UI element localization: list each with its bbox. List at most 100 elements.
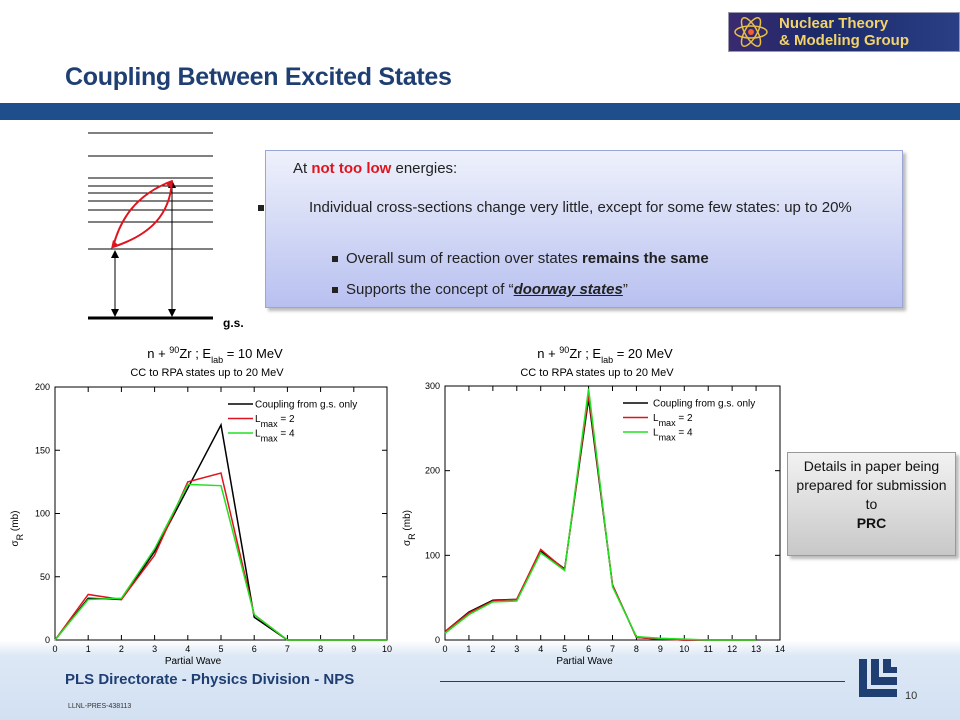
x-tick-label: 3 bbox=[152, 644, 157, 654]
text-piece: L bbox=[255, 414, 261, 425]
x-tick-label: 11 bbox=[704, 644, 713, 654]
y-tick-label: 200 bbox=[425, 466, 440, 476]
x-tick-label: 10 bbox=[679, 644, 689, 654]
text: At bbox=[293, 160, 312, 177]
x-tick-label: 9 bbox=[351, 644, 356, 654]
text-piece: = 10 MeV bbox=[223, 346, 283, 361]
x-tick-label: 5 bbox=[562, 644, 567, 654]
x-tick-label: 3 bbox=[514, 644, 519, 654]
text-piece: Coupling from g.s. only bbox=[653, 399, 755, 410]
series-line bbox=[444, 398, 757, 641]
y-tick-label: 100 bbox=[425, 550, 440, 560]
x-tick-label: 0 bbox=[52, 644, 57, 654]
text-piece: 90 bbox=[559, 345, 569, 355]
logo-line: & Modeling Group bbox=[779, 32, 909, 49]
side-note: Details in paper being prepared for subm… bbox=[787, 452, 956, 556]
lab-logo bbox=[859, 659, 897, 697]
ground-label: g.s. bbox=[223, 316, 244, 330]
text: Supports the concept of “ bbox=[346, 281, 514, 298]
footer-rule bbox=[440, 681, 845, 682]
chart-subtitle: CC to RPA states up to 20 MeV bbox=[520, 367, 674, 379]
x-axis-label: Partial Wave bbox=[165, 656, 222, 667]
legend-label: Lmax = 2 bbox=[653, 413, 693, 428]
bullet: Overall sum of reaction over states rema… bbox=[332, 248, 709, 270]
x-tick-label: 4 bbox=[538, 644, 543, 654]
note-text: Details in paper being prepared for subm… bbox=[796, 458, 947, 512]
logo-line: Nuclear Theory bbox=[779, 15, 889, 32]
text-piece: σ bbox=[402, 539, 413, 546]
x-tick-label: 8 bbox=[318, 644, 323, 654]
text-piece: (mb) bbox=[402, 510, 413, 533]
text-piece: = 4 bbox=[278, 429, 295, 440]
y-axis-label: σR (mb) bbox=[402, 510, 417, 546]
y-tick-label: 0 bbox=[45, 635, 50, 645]
intro: At not too low energies: bbox=[293, 160, 457, 177]
series-line bbox=[54, 483, 387, 641]
text: energies: bbox=[391, 160, 458, 177]
text-piece: n + bbox=[147, 346, 169, 361]
text-piece: n + bbox=[537, 346, 559, 361]
x-tick-label: 1 bbox=[466, 644, 471, 654]
text-piece: R bbox=[15, 533, 25, 540]
series-line bbox=[444, 388, 757, 641]
footer-band bbox=[0, 640, 960, 720]
text-piece: Zr ; E bbox=[179, 346, 211, 361]
legend-label: Lmax = 4 bbox=[653, 428, 693, 443]
slide-title: Coupling Between Excited States bbox=[65, 63, 452, 91]
x-tick-label: 6 bbox=[586, 644, 591, 654]
text: ” bbox=[622, 281, 628, 298]
y-tick-label: 50 bbox=[40, 572, 50, 582]
title-bar bbox=[0, 103, 960, 120]
text-piece: L bbox=[653, 413, 659, 424]
y-tick-label: 150 bbox=[35, 445, 50, 455]
chart: n + 90Zr ; Elab = 20 MeV CC to RPA states… bbox=[402, 345, 785, 667]
x-tick-label: 9 bbox=[658, 644, 663, 654]
text-piece: lab bbox=[211, 355, 223, 365]
y-tick-label: 100 bbox=[35, 509, 50, 519]
emphasis: doorway states bbox=[513, 281, 623, 298]
x-tick-label: 6 bbox=[252, 644, 257, 654]
bold: remains the same bbox=[581, 250, 709, 267]
legend-label: Coupling from g.s. only bbox=[255, 400, 357, 411]
text-piece: L bbox=[653, 428, 659, 439]
y-tick-label: 300 bbox=[425, 381, 440, 391]
text-piece: Zr ; E bbox=[569, 346, 601, 361]
legend-label: Lmax = 2 bbox=[255, 414, 295, 429]
x-tick-label: 7 bbox=[285, 644, 290, 654]
text-piece: max bbox=[261, 419, 279, 429]
bullet: Supports the concept of “doorway states” bbox=[332, 279, 628, 301]
x-tick-label: 8 bbox=[634, 644, 639, 654]
text-piece: max bbox=[261, 434, 279, 444]
bullet: Individual cross-sections change very li… bbox=[258, 197, 857, 219]
footer-text: PLS Directorate - Physics Division - NPS bbox=[65, 671, 355, 688]
info-box: At not too low energies: Individual cros… bbox=[258, 150, 903, 308]
text-piece: = 2 bbox=[676, 413, 693, 424]
text: Overall sum of reaction over states bbox=[346, 250, 582, 267]
text-piece: = 4 bbox=[676, 428, 693, 439]
chart-title: n + 90Zr ; Elab = 10 MeV bbox=[147, 345, 283, 365]
x-tick-label: 7 bbox=[610, 644, 615, 654]
x-tick-label: 2 bbox=[490, 644, 495, 654]
text-piece: = 20 MeV bbox=[613, 346, 673, 361]
chart-title: n + 90Zr ; Elab = 20 MeV bbox=[537, 345, 673, 365]
y-axis-label: σR (mb) bbox=[10, 510, 25, 546]
code: LLNL-PRES-438113 bbox=[68, 703, 132, 710]
text-piece: lab bbox=[601, 355, 613, 365]
series-line bbox=[54, 472, 387, 641]
y-tick-label: 200 bbox=[35, 382, 50, 392]
text-piece: Coupling from g.s. only bbox=[255, 400, 357, 411]
logo: Nuclear Theory & Modeling Group bbox=[728, 12, 960, 52]
x-tick-label: 4 bbox=[185, 644, 190, 654]
text-piece: L bbox=[255, 429, 261, 440]
x-tick-label: 10 bbox=[382, 644, 392, 654]
chart-subtitle: CC to RPA states up to 20 MeV bbox=[130, 367, 284, 379]
legend-label: Lmax = 4 bbox=[255, 429, 295, 444]
note-bold: PRC bbox=[856, 515, 887, 531]
text-piece: max bbox=[659, 433, 677, 443]
level-diagram bbox=[88, 132, 213, 320]
x-axis-label: Partial Wave bbox=[556, 656, 613, 667]
x-tick-label: 13 bbox=[751, 644, 761, 654]
x-tick-label: 1 bbox=[86, 644, 91, 654]
text-piece: 90 bbox=[169, 345, 179, 355]
